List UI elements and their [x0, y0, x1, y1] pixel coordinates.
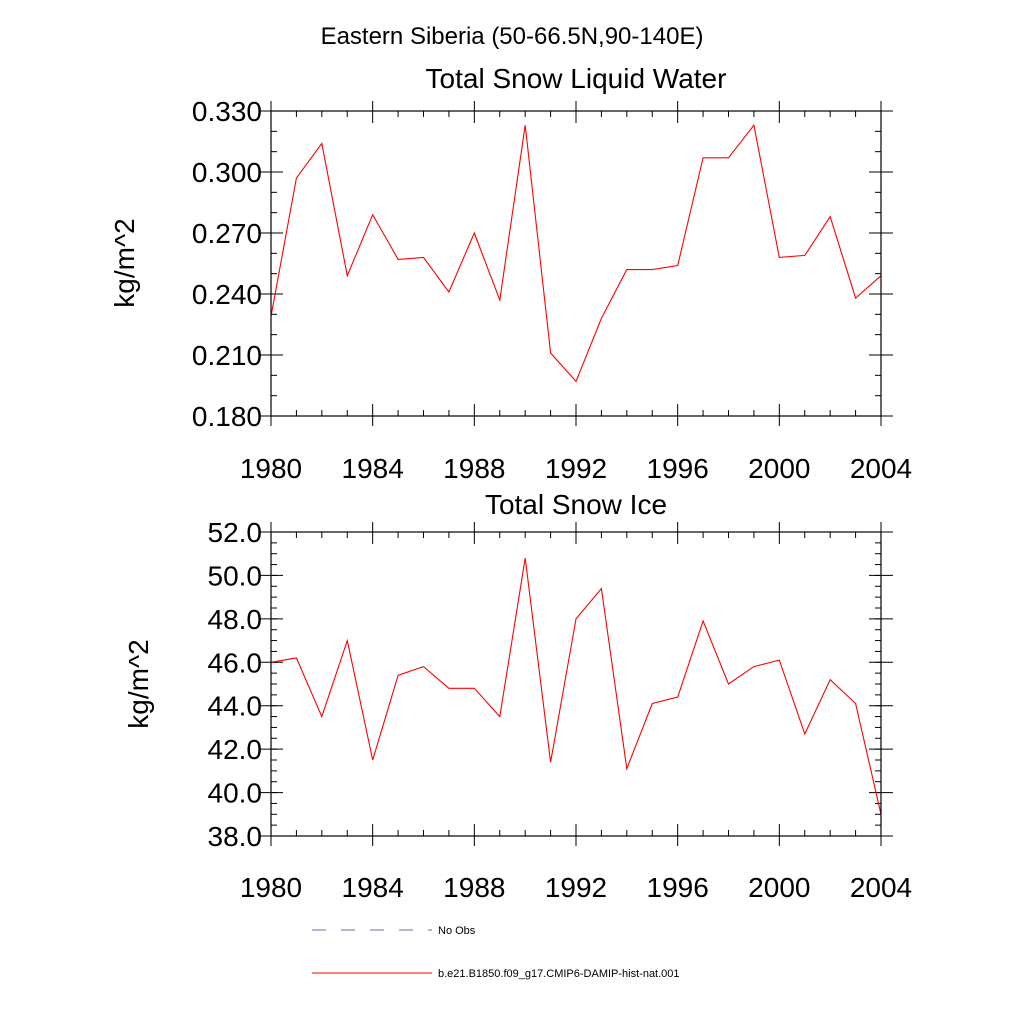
series-line — [270, 123, 882, 383]
y-tick-label: 50.0 — [208, 560, 263, 591]
x-tick-label: 1984 — [342, 872, 404, 903]
legend-label-model: b.e21.B1850.f09_g17.CMIP6-DAMIP-hist-nat… — [438, 968, 680, 980]
y-tick-label: 52.0 — [208, 517, 263, 548]
axis-ticks: 1980 1984 1988 1992 1996 2000 2004 0.180 0.210 0.… — [192, 96, 912, 484]
plot-frame — [270, 110, 882, 417]
x-tick-label: 1992 — [545, 872, 607, 903]
legend: No Obs b.e21.B1850.f09_g17.CMIP6-DAMIP-h… — [312, 925, 680, 980]
series-marks — [270, 558, 882, 815]
y-tick-label: 0.180 — [192, 401, 262, 432]
axis-ticks: 1980 1984 1988 1992 1996 2000 2004 38.0 40.0 42.0… — [208, 517, 913, 903]
chart-panel-liquid-water: Total Snow Liquid Water kg/m^2 1980 1984 1… — [109, 63, 912, 484]
y-tick-label: 0.300 — [192, 157, 262, 188]
x-tick-label: 1980 — [240, 453, 302, 484]
x-tick-label: 2000 — [748, 453, 810, 484]
x-tick-label: 2004 — [850, 453, 912, 484]
y-tick-label: 40.0 — [208, 778, 263, 809]
x-tick-label: 2000 — [748, 872, 810, 903]
page-title: Eastern Siberia (50-66.5N,90-140E) — [321, 23, 704, 50]
x-tick-label: 1992 — [545, 453, 607, 484]
y-tick-label: 38.0 — [208, 821, 263, 852]
x-tick-label: 1980 — [240, 872, 302, 903]
plot-frame — [270, 531, 882, 837]
x-tick-label: 1988 — [443, 872, 505, 903]
series-line — [270, 558, 882, 815]
y-tick-label: 0.330 — [192, 96, 262, 127]
y-tick-label: 0.210 — [192, 340, 262, 371]
legend-label-no-obs: No Obs — [438, 925, 476, 937]
x-tick-label: 1996 — [647, 872, 709, 903]
chart-title: Total Snow Liquid Water — [426, 63, 727, 94]
chart-title: Total Snow Ice — [485, 489, 667, 520]
y-tick-label: 0.270 — [192, 218, 262, 249]
y-tick-label: 48.0 — [208, 604, 263, 635]
x-tick-label: 1988 — [443, 453, 505, 484]
chart-panel-snow-ice: Total Snow Ice kg/m^2 1980 1984 1988 1992 19… — [123, 489, 912, 903]
series-marks — [270, 123, 882, 383]
y-tick-label: 0.240 — [192, 279, 262, 310]
x-tick-label: 1984 — [342, 453, 404, 484]
y-axis-label: kg/m^2 — [123, 639, 154, 728]
x-tick-label: 2004 — [850, 872, 912, 903]
y-tick-label: 42.0 — [208, 734, 263, 765]
y-tick-label: 46.0 — [208, 647, 263, 678]
x-tick-label: 1996 — [647, 453, 709, 484]
y-axis-label: kg/m^2 — [109, 218, 140, 307]
y-tick-label: 44.0 — [208, 691, 263, 722]
